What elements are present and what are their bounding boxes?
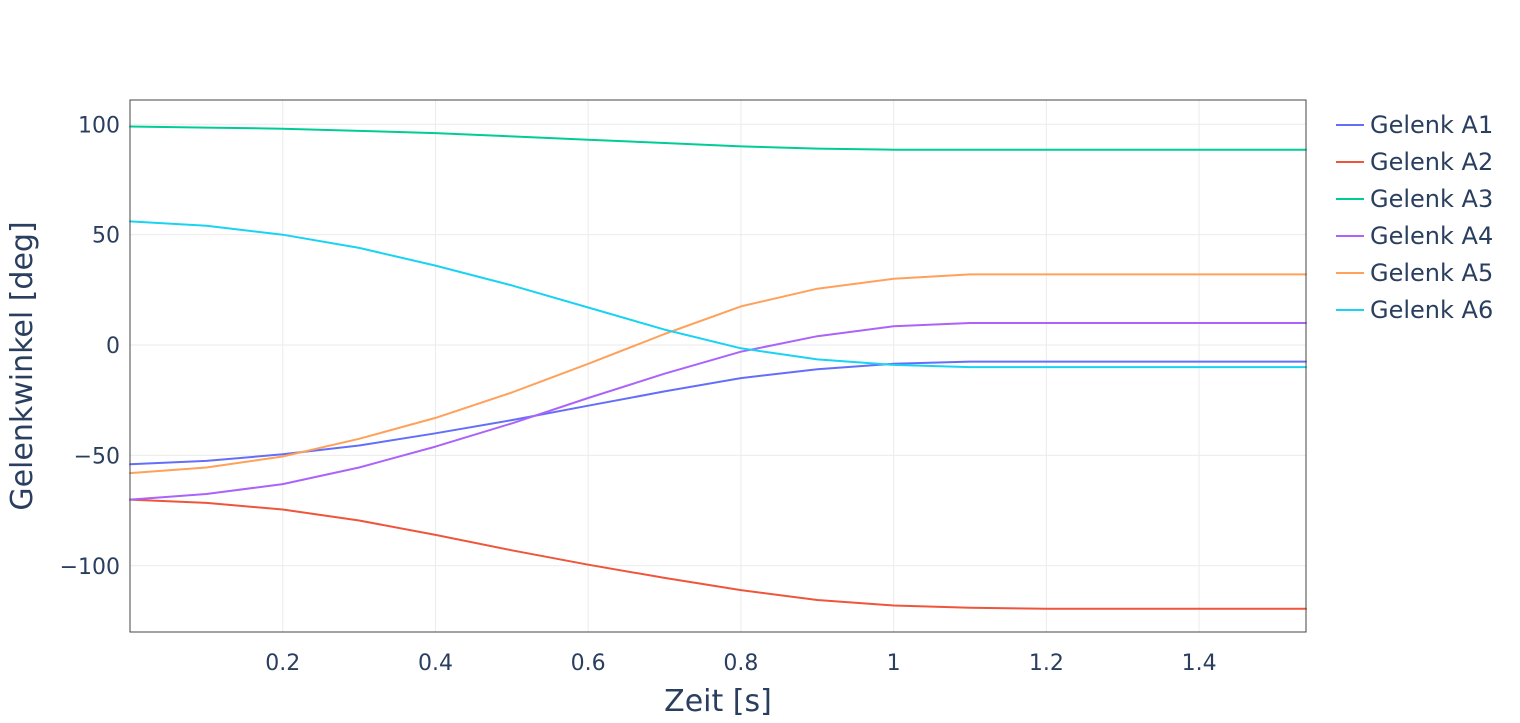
x-axis-ticks: 0.2 0.4 0.6 0.8 1 1.2 1.4 xyxy=(265,651,1216,676)
grid-lines xyxy=(130,100,1306,632)
y-tick-label: 0 xyxy=(106,334,120,359)
series-line-gelenk-a2 xyxy=(129,498,1307,610)
y-tick-label: −50 xyxy=(74,444,120,469)
y-axis-title: Gelenkwinkel [deg] xyxy=(5,221,40,510)
series-line-gelenk-a1 xyxy=(129,360,1307,466)
legend-label: Gelenk A5 xyxy=(1370,259,1493,287)
y-axis-ticks: 100 50 0 −50 −100 xyxy=(60,113,120,579)
x-tick-label: 0.2 xyxy=(265,651,300,676)
x-tick-label: 1.4 xyxy=(1182,651,1217,676)
legend-label: Gelenk A4 xyxy=(1370,222,1493,250)
x-tick-label: 1 xyxy=(887,651,901,676)
legend-label: Gelenk A1 xyxy=(1370,111,1493,139)
x-tick-label: 0.4 xyxy=(418,651,453,676)
plot-frame xyxy=(129,99,1307,633)
x-tick-label: 0.8 xyxy=(723,651,758,676)
series-line-gelenk-a4 xyxy=(129,322,1307,501)
legend: Gelenk A1 Gelenk A2 Gelenk A3 Gelenk A4 Gele… xyxy=(1336,111,1493,324)
x-tick-label: 0.6 xyxy=(571,651,606,676)
legend-label: Gelenk A3 xyxy=(1370,185,1493,213)
series-line-gelenk-a3 xyxy=(129,125,1307,151)
legend-label: Gelenk A2 xyxy=(1370,148,1493,176)
legend-label: Gelenk A6 xyxy=(1370,296,1493,324)
y-tick-label: 50 xyxy=(92,224,120,249)
x-tick-label: 1.2 xyxy=(1029,651,1064,676)
y-tick-label: −100 xyxy=(60,555,120,580)
y-tick-label: 100 xyxy=(78,113,120,138)
series-line-gelenk-a6 xyxy=(129,220,1307,369)
series-lines xyxy=(129,125,1307,610)
x-axis-title: Zeit [s] xyxy=(664,684,772,719)
series-line-gelenk-a5 xyxy=(129,273,1307,475)
